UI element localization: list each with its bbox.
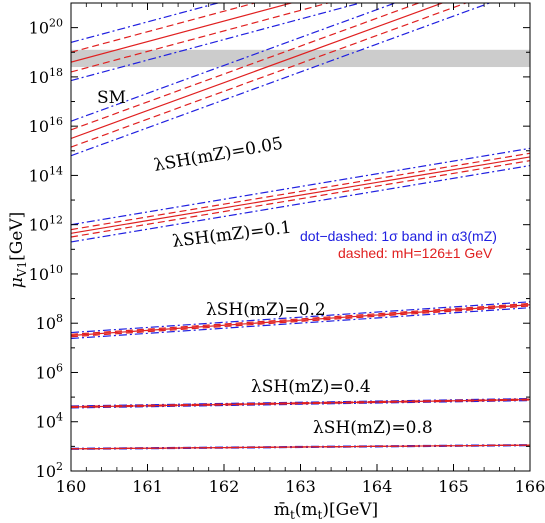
legend-red: dashed: mH=126±1 GeV [338, 245, 493, 261]
y-axis-label: μV1[GeV] [7, 212, 29, 289]
series-line-red-central [71, 3, 445, 140]
y-tick-label: 108 [36, 312, 63, 333]
series-line-blue-dotdash [71, 3, 363, 82]
series-line-red-dashed [71, 3, 421, 131]
y-tick-label: 106 [36, 361, 63, 382]
series-line-blue-dotdash [71, 147, 530, 226]
x-tick-label: 162 [209, 477, 240, 496]
series-line-red-central [71, 304, 530, 337]
series-line-red-dashed [71, 160, 530, 238]
x-tick-label: 165 [438, 477, 469, 496]
series-line-blue-dotdash [71, 3, 492, 157]
series-line-blue-dotdash [71, 399, 530, 409]
y-tick-label: 1012 [29, 214, 63, 235]
y-tick-label: 1020 [29, 17, 63, 38]
plot-area [71, 3, 530, 450]
x-tick-label: 161 [132, 477, 163, 496]
series-line-red-dashed [71, 152, 530, 231]
series-line-blue-dotdash [71, 397, 530, 407]
series-line-red-dashed [71, 3, 331, 73]
series-line-red-dashed [71, 3, 257, 53]
y-tick-labels: 102 104 106 108 1010 1012 1014 1016 1018 1020 [29, 17, 63, 481]
x-tick-labels: 160 161 162 163 164 165 166 [56, 477, 545, 496]
sm-band [71, 49, 530, 68]
annotation-lambda-0-2: λSH(mZ)=0.2 [206, 300, 326, 320]
series-line-blue-dotdash [71, 3, 397, 122]
x-axis-label: m̄t(mt)[GeV] [274, 500, 378, 522]
series-line-red-central [71, 156, 530, 234]
series-line-blue-dotdash [71, 164, 530, 243]
y-tick-label: 102 [36, 460, 63, 481]
x-tick-label: 164 [362, 477, 393, 496]
y-tick-label: 104 [36, 411, 63, 432]
y-tick-label: 1018 [29, 66, 63, 87]
legend-blue: dot−dashed: 1σ band in α3(mZ) [300, 228, 497, 244]
annotation-lambda-0-05: λSH(mZ)=0.05 [152, 134, 284, 176]
series-line-red-central [71, 3, 294, 63]
x-tick-label: 160 [56, 477, 87, 496]
x-tick-label: 166 [515, 477, 545, 496]
y-tick-label: 1014 [29, 164, 63, 185]
y-tick-label: 1016 [29, 115, 63, 136]
axis-ticks [70, 2, 531, 472]
series-line-red-central [71, 444, 530, 450]
series-line-red-central [71, 398, 530, 408]
annotation-lambda-0-4: λSH(mZ)=0.4 [251, 377, 371, 397]
sm-band-label: SM [97, 88, 126, 108]
x-tick-label: 163 [285, 477, 316, 496]
y-tick-label: 1010 [29, 263, 63, 284]
series-line-blue-dotdash [71, 301, 530, 334]
series-line-blue-dotdash [71, 307, 530, 340]
annotation-lambda-0-8: λSH(mZ)=0.8 [313, 418, 433, 438]
series-line-red-dashed [71, 3, 468, 148]
